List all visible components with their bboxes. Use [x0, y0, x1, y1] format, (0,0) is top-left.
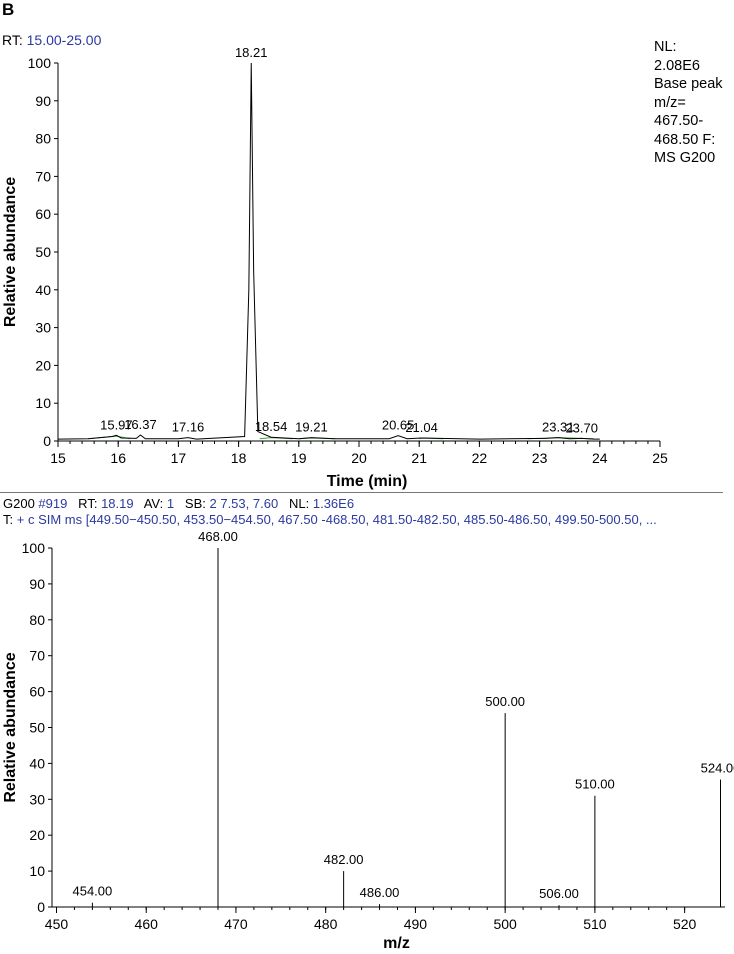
y-tick-label: 90	[29, 576, 45, 592]
peak-label: 17.16	[172, 420, 205, 435]
scan-header-label: G200	[3, 496, 39, 511]
peak-label: 23.31	[542, 420, 575, 435]
peak-mz-label: 506.00	[539, 886, 579, 901]
peak-mz-label: 500.00	[485, 694, 525, 709]
y-tick-label: 50	[35, 244, 51, 260]
x-tick-label: 510	[583, 916, 607, 932]
y-tick-label: 60	[29, 684, 45, 700]
scan-header-label: RT:	[67, 496, 102, 511]
x-tick-label: 450	[45, 916, 69, 932]
x-tick-label: 19	[291, 450, 307, 466]
rt-range-value: 15.00-25.00	[26, 32, 102, 48]
x-tick-label: 18	[231, 450, 247, 466]
peak-mz-label: 524.00	[701, 761, 734, 776]
panel-divider	[0, 492, 723, 493]
x-axis-title: Time (min)	[327, 473, 408, 490]
y-tick-label: 80	[35, 131, 51, 147]
rt-label: RT:	[2, 32, 23, 48]
peak-mz-label: 482.00	[324, 852, 364, 867]
x-tick-label: 20	[351, 450, 367, 466]
y-tick-label: 0	[43, 433, 51, 449]
scan-header-value: 18.19	[101, 496, 134, 511]
x-tick-label: 16	[110, 450, 126, 466]
scan-header-value: 2 7.53, 7.60	[209, 496, 279, 511]
y-tick-label: 90	[35, 93, 51, 109]
y-axis-title: Relative abundance	[2, 177, 19, 327]
x-tick-label: 22	[472, 450, 488, 466]
x-tick-label: 460	[135, 916, 159, 932]
x-tick-label: 500	[493, 916, 517, 932]
peak-mz-label: 468.00	[198, 529, 238, 544]
x-tick-label: 23	[532, 450, 548, 466]
scan-header-label: SB:	[174, 496, 210, 511]
x-tick-label: 480	[314, 916, 338, 932]
y-tick-label: 100	[22, 540, 46, 556]
y-tick-label: 30	[35, 320, 51, 336]
y-tick-label: 30	[29, 791, 45, 807]
scan-header-value: #919	[38, 496, 68, 511]
x-tick-label: 470	[224, 916, 248, 932]
x-tick-label: 520	[673, 916, 697, 932]
x-tick-label: 17	[171, 450, 187, 466]
peak-label: 18.21	[235, 45, 268, 60]
peak-label: 19.21	[295, 420, 328, 435]
normalization-info: NL: 2.08E6 Base peak m/z= 467.50- 468.50…	[654, 39, 723, 166]
y-tick-label: 0	[37, 899, 45, 915]
y-tick-label: 80	[29, 612, 45, 628]
filter-text: + c SIM ms [449.50−450.50, 453.50−454.50…	[16, 512, 657, 527]
x-tick-label: 24	[592, 450, 608, 466]
x-tick-label: 490	[404, 916, 428, 932]
x-tick-label: 21	[411, 450, 427, 466]
y-tick-label: 10	[35, 395, 51, 411]
y-axis-title: Relative abundance	[2, 652, 19, 802]
peak-label: 15.97	[100, 417, 133, 432]
filter-prefix: T:	[3, 512, 14, 527]
peak-label: 20.65	[382, 418, 415, 433]
scan-header-value: 1	[166, 496, 175, 511]
peak-label: 23.70	[565, 420, 598, 435]
x-tick-label: 15	[50, 450, 66, 466]
chromatogram-chart: 0 10 20 30 40 50 60 70 80 90 100 15 16 17 18 19 20 21 22 23…	[2, 45, 668, 490]
scan-header-label: NL:	[278, 496, 313, 511]
x-tick-label: 25	[652, 450, 668, 466]
y-tick-label: 20	[35, 357, 51, 373]
peak-label: 18.54	[255, 419, 288, 434]
peak-label: 16.37	[124, 417, 157, 432]
y-tick-label: 40	[29, 755, 45, 771]
scan-header-value: 1.36E6	[312, 496, 355, 511]
y-tick-label: 10	[29, 863, 45, 879]
scan-header-label: AV:	[133, 496, 167, 511]
panel-label: B	[2, 0, 15, 19]
chromatogram-header: RT: 15.00-25.00	[2, 32, 101, 48]
y-tick-label: 20	[29, 827, 45, 843]
peak-label: 21.04	[405, 420, 438, 435]
peak-mz-label: 486.00	[360, 885, 400, 900]
spectrum-filter-line: T: + c SIM ms [449.50−450.50, 453.50−454…	[3, 512, 657, 527]
y-tick-label: 100	[28, 55, 52, 71]
x-axis-title: m/z	[383, 935, 410, 952]
mass-spectrum-chart: 0 10 20 30 40 50 60 70 80 90 100 450 460 470 480 490 500…	[2, 529, 734, 952]
y-tick-label: 40	[35, 282, 51, 298]
peak-mz-label: 510.00	[575, 777, 615, 792]
y-tick-label: 50	[29, 720, 45, 736]
spectrum-scan-header: G200 #919 RT: 18.19 AV: 1 SB: 2 7.53, 7.…	[3, 496, 354, 511]
y-tick-label: 70	[29, 648, 45, 664]
peak-mz-label: 454.00	[72, 884, 112, 899]
y-tick-label: 70	[35, 168, 51, 184]
chromatogram-trace	[57, 62, 600, 440]
y-tick-label: 60	[35, 206, 51, 222]
